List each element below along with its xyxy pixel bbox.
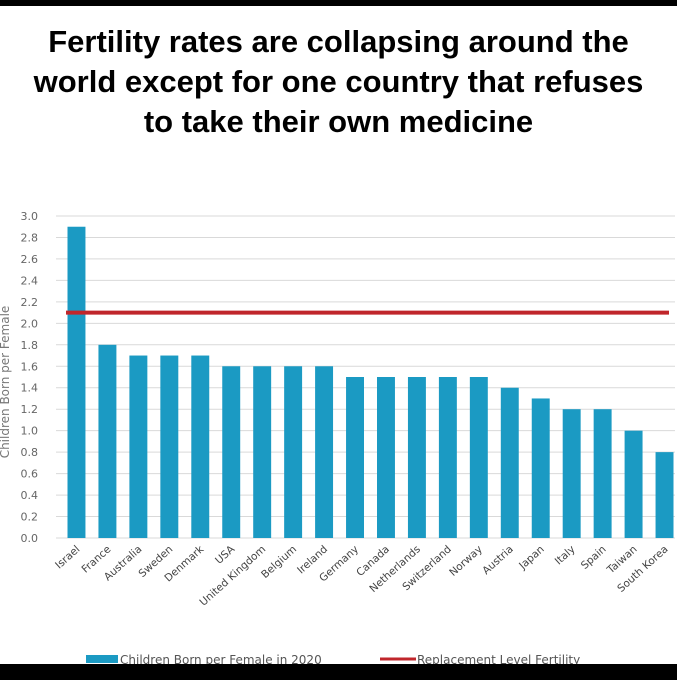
bar-norway: [469, 377, 488, 538]
legend-label-line: Replacement Level Fertility: [417, 653, 580, 667]
x-tick-label: Norway: [447, 543, 485, 579]
legend-swatch-bars: [86, 655, 118, 663]
bar-switzerland: [438, 377, 457, 538]
y-tick-label: 0.2: [21, 511, 39, 524]
bar-netherlands: [407, 377, 426, 538]
bar-usa: [222, 366, 241, 538]
y-tick-label: 0.8: [21, 446, 39, 459]
legend-label-bars: Children Born per Female in 2020: [120, 653, 322, 667]
bar-south-korea: [655, 452, 674, 538]
bar-canada: [376, 377, 395, 538]
y-tick-label: 3.0: [21, 210, 39, 223]
y-tick-label: 0.4: [21, 489, 39, 502]
bar-germany: [346, 377, 365, 538]
bar-united-kingdom: [253, 366, 272, 538]
bar-ireland: [315, 366, 334, 538]
x-tick-label: Israel: [53, 543, 82, 571]
bar-spain: [593, 409, 612, 538]
chart-title: Fertility rates are collapsing around th…: [33, 24, 644, 139]
bar-austria: [500, 387, 519, 538]
y-tick-label: 0.6: [21, 468, 39, 481]
y-tick-label: 2.0: [21, 317, 39, 330]
y-tick-label: 1.6: [21, 360, 39, 373]
bottom-border: [0, 664, 677, 680]
y-tick-label: 1.0: [21, 425, 39, 438]
bar-belgium: [284, 366, 303, 538]
y-tick-label: 1.2: [21, 403, 39, 416]
y-axis-label: Children Born per Female: [0, 306, 12, 459]
bar-japan: [531, 398, 550, 538]
y-tick-label: 0.0: [21, 532, 39, 545]
chart-frame: [0, 6, 677, 664]
bar-denmark: [191, 355, 210, 538]
y-tick-label: 2.4: [21, 274, 39, 287]
bar-italy: [562, 409, 581, 538]
bar-israel: [67, 226, 86, 538]
y-tick-label: 2.6: [21, 253, 39, 266]
x-tick-label: Austria: [480, 543, 516, 577]
y-tick-label: 2.2: [21, 296, 39, 309]
y-tick-label: 1.8: [21, 339, 39, 352]
bar-taiwan: [624, 430, 643, 538]
x-tick-label: Italy: [553, 543, 578, 567]
x-tick-label: Japan: [516, 543, 547, 572]
y-tick-label: 2.8: [21, 231, 39, 244]
y-tick-label: 1.4: [21, 382, 39, 395]
x-tick-label: USA: [213, 543, 238, 567]
bar-australia: [129, 355, 148, 538]
bar-france: [98, 344, 117, 538]
bar-sweden: [160, 355, 179, 538]
